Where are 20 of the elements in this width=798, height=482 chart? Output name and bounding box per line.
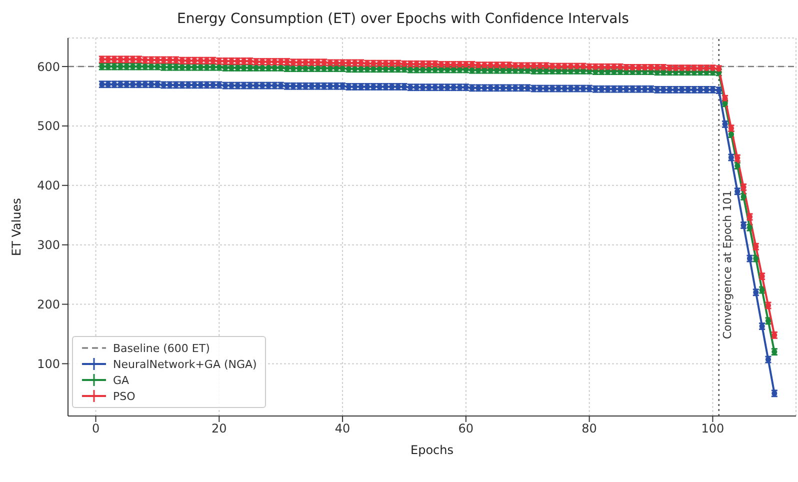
x-tick-label: 100 bbox=[701, 422, 724, 436]
y-tick-label: 500 bbox=[37, 119, 60, 134]
y-tick-label: 400 bbox=[37, 178, 60, 193]
y-tick-label: 600 bbox=[37, 60, 60, 74]
ref-line-label: Convergence at Epoch 101 bbox=[720, 190, 734, 340]
x-tick-label: 20 bbox=[212, 422, 227, 436]
y-axis-title: ET Values bbox=[9, 198, 24, 256]
x-tick-label: 80 bbox=[582, 422, 597, 436]
legend-label: Baseline (600 ET) bbox=[113, 342, 210, 354]
legend-label: PSO bbox=[113, 390, 136, 402]
x-axis-title: Epochs bbox=[410, 443, 454, 457]
x-tick-label: 40 bbox=[334, 422, 350, 436]
chart-title: Energy Consumption (ET) over Epochs with Confidence Intervals bbox=[176, 10, 630, 29]
x-tick-label: 0 bbox=[92, 422, 100, 436]
legend-label: GA bbox=[113, 374, 130, 386]
y-tick-label: 200 bbox=[37, 298, 60, 312]
x-tick-label: 60 bbox=[458, 422, 474, 436]
y-tick-label: 300 bbox=[37, 238, 60, 252]
y-tick-label: 100 bbox=[37, 356, 60, 371]
legend-label: NeuralNetwork+GA (NGA) bbox=[113, 358, 257, 370]
